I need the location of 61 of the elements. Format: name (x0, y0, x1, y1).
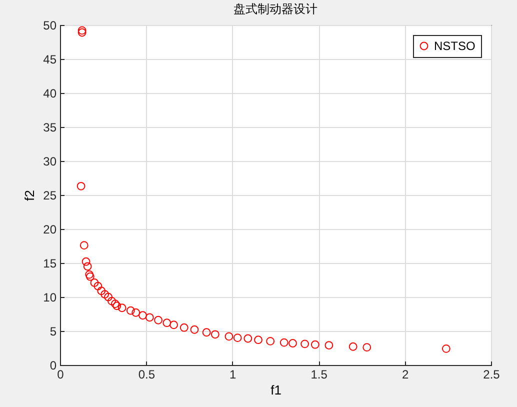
point (162, 318, 172, 328)
x-tick-label: 0.5 (138, 368, 156, 382)
x-tick-label: 2.5 (483, 368, 500, 382)
point (288, 339, 297, 348)
point (100, 290, 110, 298)
point (94, 282, 102, 290)
point (86, 272, 94, 281)
point (78, 26, 86, 35)
point (78, 28, 86, 37)
point (324, 341, 334, 350)
point (108, 296, 116, 306)
point (348, 342, 358, 351)
x-tick-label: 1 (230, 368, 237, 382)
point (83, 262, 92, 271)
x-axis-title: f1 (270, 382, 282, 398)
y-tick-label: 30 (43, 154, 57, 168)
point (310, 340, 320, 349)
legend-label: NSTSO (434, 39, 476, 53)
point (190, 325, 199, 334)
y-tick-label: 15 (43, 256, 57, 270)
point (202, 328, 211, 337)
point (280, 338, 288, 347)
y-tick-label: 5 (50, 324, 57, 338)
point (154, 316, 162, 324)
point (82, 257, 90, 266)
point (90, 278, 99, 287)
point (126, 306, 135, 315)
y-tick-label: 45 (43, 52, 57, 66)
point (110, 300, 120, 308)
point (224, 332, 234, 341)
point (300, 340, 310, 348)
point (180, 323, 188, 332)
point (244, 334, 252, 343)
y-axis-title: f2 (22, 190, 38, 201)
y-tick-label: 50 (43, 18, 57, 32)
y-tick-label: 10 (43, 290, 57, 304)
point (442, 344, 450, 353)
point (132, 308, 140, 317)
point (104, 292, 112, 302)
point (112, 302, 122, 310)
point (170, 320, 178, 330)
x-tick-label: 1.5 (310, 368, 328, 382)
y-tick-label: 0 (50, 358, 57, 372)
y-tick-label: 40 (43, 86, 57, 100)
point (138, 311, 147, 320)
point (76, 182, 86, 190)
y-tick-label: 35 (43, 120, 57, 134)
y-tick-label: 20 (43, 222, 57, 236)
point (145, 313, 154, 322)
y-tick-label: 25 (43, 188, 57, 202)
point (97, 286, 106, 296)
x-tick-label: 2 (402, 368, 409, 382)
point (85, 270, 94, 279)
point (118, 304, 126, 312)
point (254, 336, 262, 344)
point (233, 334, 242, 342)
point (80, 241, 88, 250)
point (266, 337, 275, 346)
point (210, 330, 220, 339)
point (362, 343, 372, 352)
chart-title: 盘式制动器设计 (234, 2, 318, 16)
